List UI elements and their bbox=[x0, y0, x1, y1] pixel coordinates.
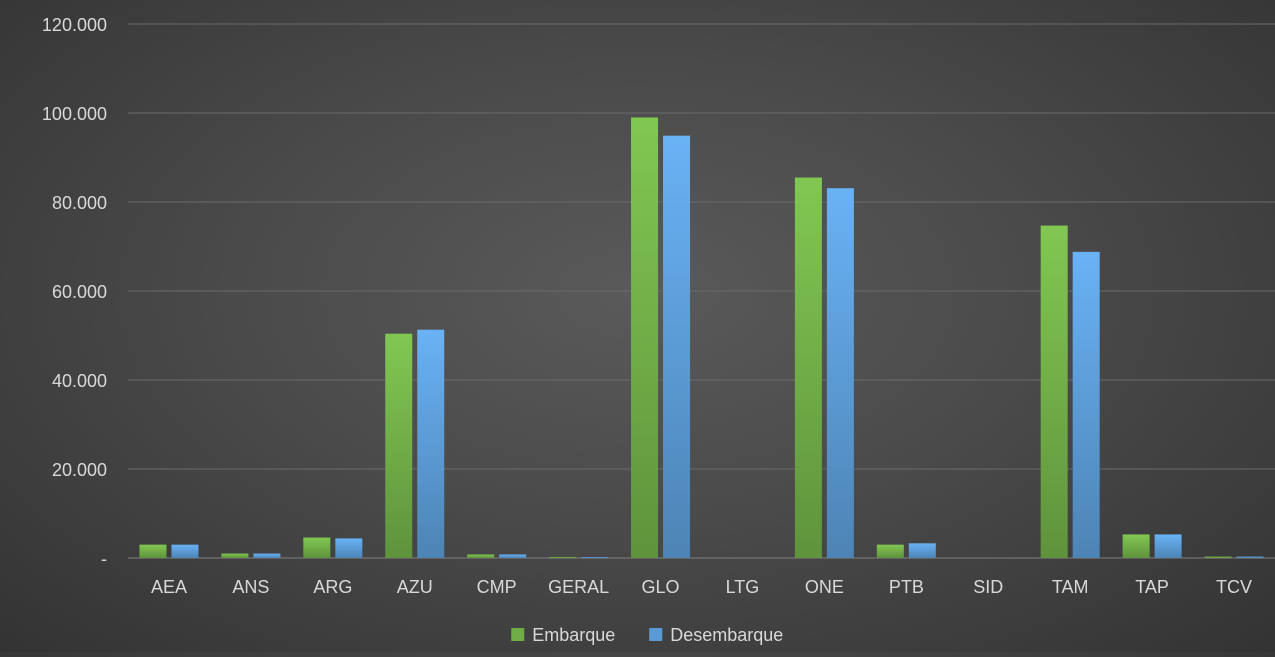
bar-desembarque-tap bbox=[1154, 534, 1182, 558]
bar-embarque-glo bbox=[631, 117, 659, 558]
bar-desembarque-tam bbox=[1072, 251, 1100, 558]
bar-embarque-tap bbox=[1122, 534, 1150, 558]
y-tick-label: - bbox=[101, 549, 107, 569]
bar-embarque-arg bbox=[303, 537, 331, 558]
x-tick-label: TAM bbox=[1052, 577, 1089, 597]
x-tick-label: ONE bbox=[805, 577, 844, 597]
x-tick-label: GERAL bbox=[548, 577, 609, 597]
legend: Embarque Desembarque bbox=[511, 625, 783, 645]
bars bbox=[139, 117, 1264, 558]
y-tick-label: 80.000 bbox=[52, 193, 107, 213]
x-tick-label: AZU bbox=[397, 577, 433, 597]
y-tick-label: 20.000 bbox=[52, 460, 107, 480]
bar-embarque-cmp bbox=[467, 554, 495, 558]
x-tick-label: AEA bbox=[151, 577, 187, 597]
bar-embarque-ptb bbox=[876, 544, 904, 558]
x-tick-label: TAP bbox=[1135, 577, 1169, 597]
y-tick-label: 100.000 bbox=[42, 104, 107, 124]
legend-label: Desembarque bbox=[670, 625, 783, 645]
x-tick-label: ARG bbox=[313, 577, 352, 597]
x-tick-label: ANS bbox=[232, 577, 269, 597]
bar-desembarque-geral bbox=[581, 557, 609, 558]
bar-desembarque-tcv bbox=[1236, 556, 1264, 558]
legend-swatch bbox=[649, 628, 663, 641]
bar-desembarque-aea bbox=[171, 544, 199, 558]
bar-desembarque-ptb bbox=[908, 543, 936, 558]
x-tick-label: SID bbox=[973, 577, 1003, 597]
x-tick-label: PTB bbox=[889, 577, 924, 597]
legend-item-embarque: Embarque bbox=[511, 625, 615, 645]
bar-embarque-tcv bbox=[1204, 556, 1232, 558]
x-tick-label: TCV bbox=[1216, 577, 1252, 597]
x-axis-tick-labels: AEA ANS ARG AZU CMP GERAL GLO LTG ONE PTB SID TAM TA… bbox=[151, 577, 1252, 597]
bar-desembarque-one bbox=[826, 188, 854, 558]
legend-label: Embarque bbox=[532, 625, 615, 645]
bar-embarque-aea bbox=[139, 544, 167, 558]
bar-embarque-ans bbox=[221, 553, 249, 558]
x-tick-label: LTG bbox=[726, 577, 760, 597]
y-tick-label: 120.000 bbox=[42, 15, 107, 35]
bar-embarque-azu bbox=[385, 333, 413, 558]
y-tick-label: 40.000 bbox=[52, 371, 107, 391]
x-tick-label: CMP bbox=[477, 577, 517, 597]
bar-desembarque-cmp bbox=[499, 554, 527, 558]
legend-swatch bbox=[511, 628, 525, 641]
x-tick-label: GLO bbox=[642, 577, 680, 597]
bar-desembarque-azu bbox=[417, 329, 445, 558]
bar-desembarque-arg bbox=[335, 538, 363, 558]
y-tick-label: 60.000 bbox=[52, 282, 107, 302]
bar-desembarque-glo bbox=[663, 135, 691, 558]
bar-embarque-geral bbox=[549, 557, 577, 558]
gridlines bbox=[128, 23, 1275, 559]
bar-embarque-one bbox=[794, 177, 822, 558]
y-axis-tick-labels: - 20.000 40.000 60.000 80.000 100.000 120.000 bbox=[42, 15, 107, 569]
bar-embarque-tam bbox=[1040, 225, 1068, 558]
legend-item-desembarque: Desembarque bbox=[649, 625, 783, 645]
bar-desembarque-ans bbox=[253, 553, 281, 558]
